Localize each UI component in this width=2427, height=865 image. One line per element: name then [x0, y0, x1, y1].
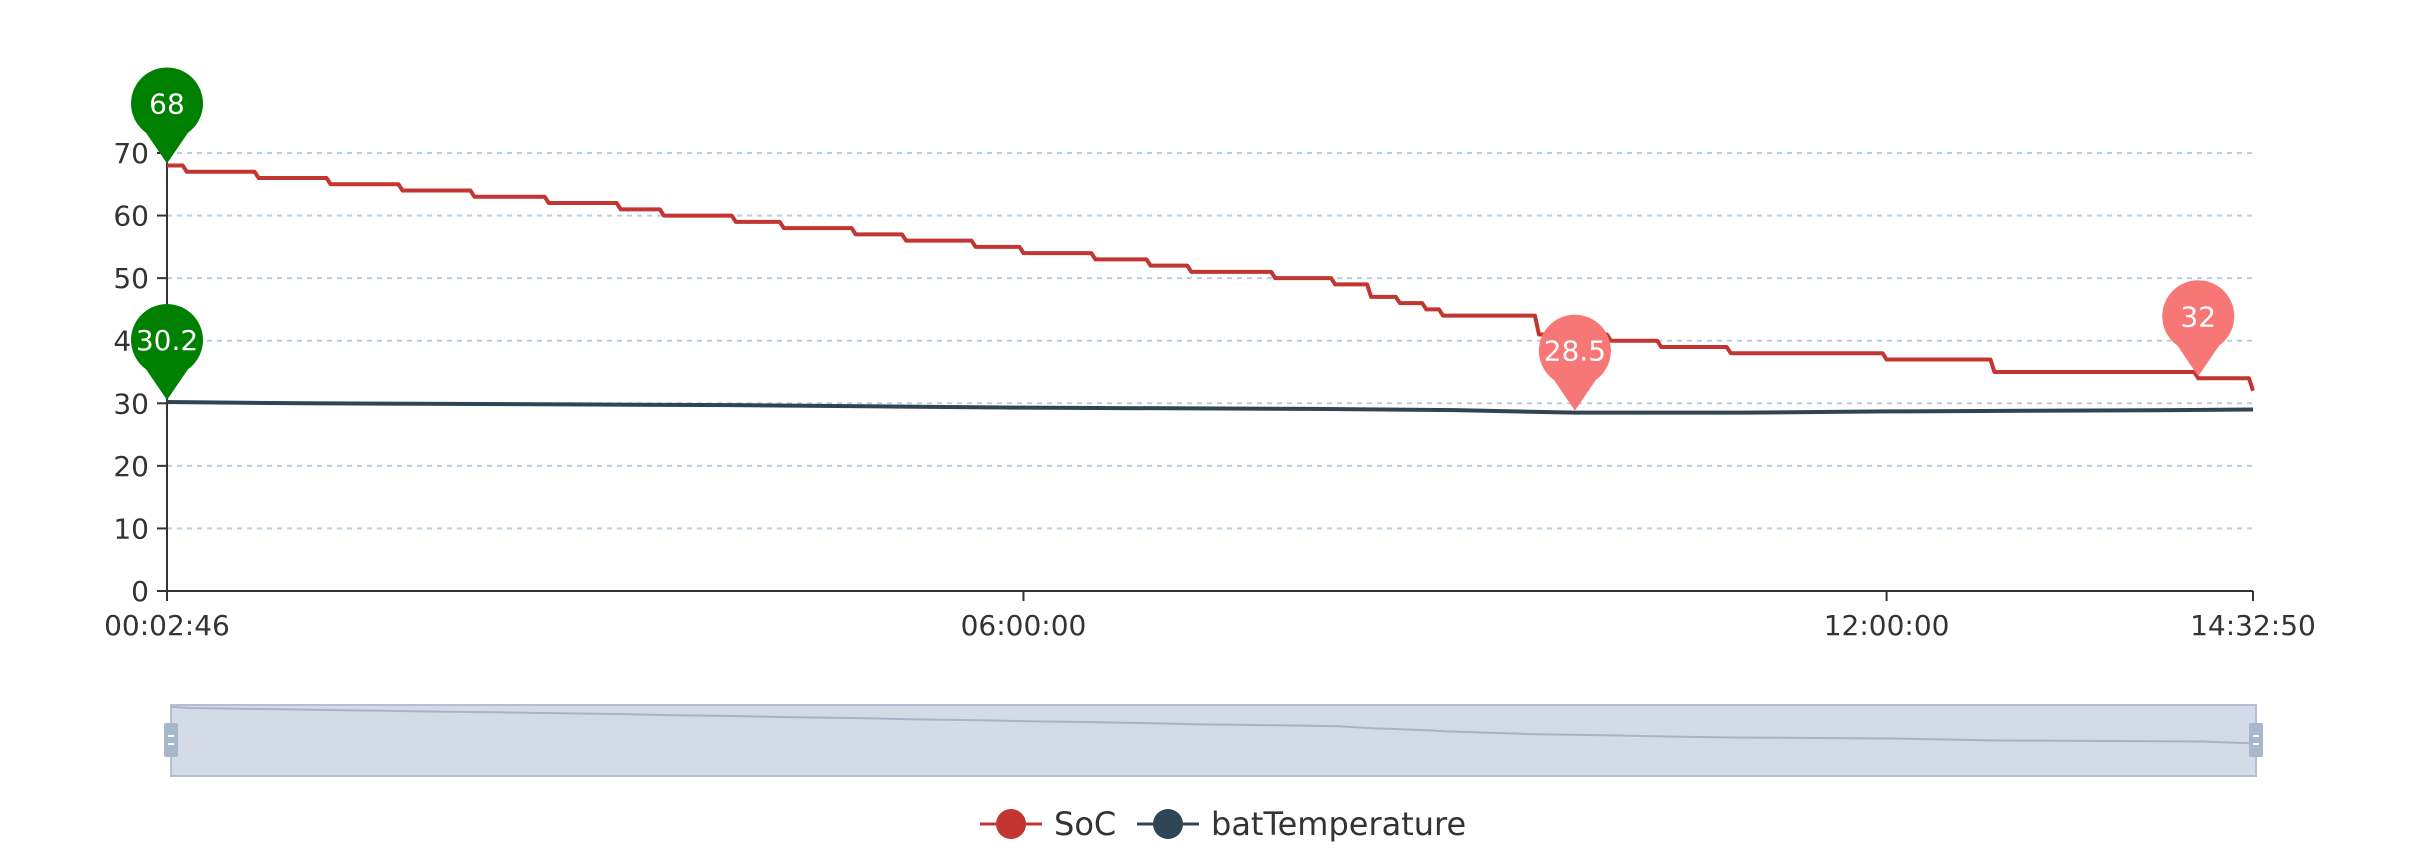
y-tick-label-60: 60 — [113, 200, 149, 233]
mark-point-SoC-1: 32 — [2162, 280, 2235, 377]
mark-pin-shape — [1538, 314, 1611, 411]
legend-label: SoC — [1054, 805, 1116, 843]
legend-item-SoC[interactable]: SoC — [980, 805, 1116, 843]
mark-pin-label: 68 — [149, 88, 185, 121]
series-line-SoC — [167, 163, 2255, 392]
grid-lines — [167, 152, 2253, 530]
mark-pin-shape — [2162, 280, 2235, 377]
x-tick-label-0: 00:02:46 — [104, 609, 230, 642]
mark-pin-label: 28.5 — [1544, 335, 1606, 368]
series-lines — [166, 163, 2255, 415]
mark-point-batTemperature-2: 30.2 — [131, 304, 203, 401]
zoom-handle-grip — [164, 723, 178, 757]
mark-pin-shape — [131, 67, 203, 164]
x-tick-label-3: 14:32:50 — [2190, 609, 2316, 642]
zoom-window — [170, 704, 2257, 777]
legend-marker — [1153, 809, 1183, 839]
y-tick-label-0: 0 — [131, 575, 149, 608]
zoom-handle-grip — [2249, 723, 2263, 757]
legend-marker — [996, 809, 1026, 839]
mark-point-SoC-0: 68 — [131, 67, 203, 164]
zoom-handle-right[interactable] — [2249, 723, 2263, 757]
y-tick-label-10: 10 — [113, 512, 149, 545]
mark-pin-label: 30.2 — [136, 324, 198, 357]
mark-points: 68 32 30.2 28.5 — [131, 67, 2235, 411]
series-line-batTemperature — [166, 400, 2254, 415]
y-tick-label-70: 70 — [113, 137, 149, 170]
zoom-preview-line — [170, 706, 2257, 745]
x-tick-label-2: 12:00:00 — [1824, 609, 1950, 642]
legend: SoC batTemperature — [980, 805, 1466, 843]
mark-pin-label: 32 — [2180, 300, 2216, 333]
y-tick-label-50: 50 — [113, 262, 149, 295]
x-tick-label-1: 06:00:00 — [961, 609, 1087, 642]
zoom-handle-left[interactable] — [164, 723, 178, 757]
mark-point-batTemperature-3: 28.5 — [1538, 314, 1611, 411]
axes: 01020304050607000:02:4606:00:0012:00:001… — [104, 137, 2316, 642]
mark-pin-shape — [131, 304, 203, 401]
y-tick-label-30: 30 — [113, 387, 149, 420]
data-zoom-slider[interactable] — [164, 704, 2263, 777]
legend-item-batTemperature[interactable]: batTemperature — [1137, 805, 1466, 843]
legend-label: batTemperature — [1211, 805, 1466, 843]
y-tick-label-20: 20 — [113, 450, 149, 483]
